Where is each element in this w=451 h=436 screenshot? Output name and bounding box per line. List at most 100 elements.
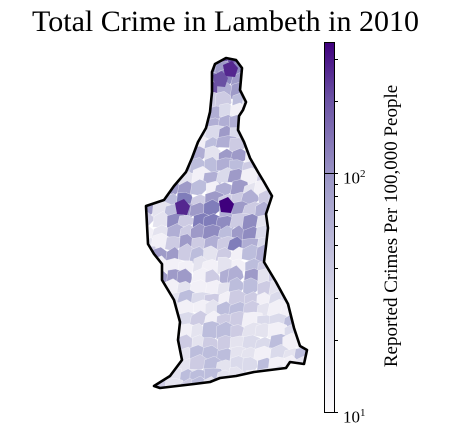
ward-cell: [284, 113, 301, 127]
ward-cell: [162, 158, 179, 173]
colorbar-tick: [324, 173, 338, 175]
ward-cell: [215, 379, 234, 388]
ward-cell: [294, 190, 307, 212]
ward-cell: [267, 387, 287, 388]
ward-cell: [241, 71, 260, 90]
ward-cell: [149, 321, 170, 338]
ward-cell: [192, 83, 211, 100]
ward-cell: [163, 69, 181, 86]
ward-cell: [280, 134, 303, 156]
ward-cell: [153, 311, 175, 329]
ward-cell: [294, 266, 307, 285]
ward-cell: [269, 157, 286, 179]
ward-cell: [146, 80, 159, 96]
borough-boundary: [144, 56, 309, 390]
ward-cell: [253, 126, 273, 146]
ward-cell: [146, 90, 159, 111]
ward-cell: [280, 92, 304, 111]
ward-cell: [281, 245, 305, 266]
ward-cell: [166, 100, 187, 119]
ward-cell: [305, 125, 307, 142]
ward-cell: [270, 125, 286, 145]
ward-cell: [270, 58, 287, 74]
ward-cell: [230, 390, 248, 395]
ward-cell: [294, 278, 307, 297]
ward-cell: [295, 70, 307, 89]
ward-cell-hotspot: [223, 61, 238, 77]
ward-cell: [297, 115, 307, 131]
ward-cell: [257, 58, 275, 71]
ward-cell: [146, 269, 162, 285]
ward-cell: [146, 146, 161, 165]
colorbar-minor-tick: [334, 244, 338, 246]
ward-cell: [294, 312, 307, 329]
ward-cell: [163, 58, 187, 64]
ward-cell: [294, 258, 307, 281]
ward-cell-hotspot: [213, 71, 228, 87]
ward-cell: [191, 59, 210, 75]
ward-cell: [295, 289, 307, 311]
colorbar-minor-tick: [334, 268, 338, 270]
ward-cell: [243, 392, 261, 395]
ward-cell: [146, 58, 156, 64]
ward-cell: [191, 68, 212, 85]
ward-cell: [175, 134, 193, 150]
ward-cell: [254, 102, 276, 123]
ward-cell: [150, 298, 167, 314]
ward-cell: [294, 237, 307, 255]
ward-cell: [146, 67, 158, 89]
ward-cell: [304, 300, 307, 321]
ward-cell: [308, 73, 315, 87]
ward-cell: [282, 235, 300, 253]
ward-cell: [309, 289, 315, 304]
ward-cell: [268, 226, 286, 241]
ward-cell: [146, 113, 155, 130]
ward-cell: [268, 137, 290, 155]
ward-cell: [282, 157, 300, 171]
ward-cell: [308, 225, 315, 245]
ward-cell: [281, 125, 302, 144]
ward-cell: [150, 179, 166, 202]
ward-cell: [306, 134, 307, 151]
ward-cell: [305, 258, 307, 272]
ward-cell: [280, 180, 304, 195]
ward-cell: [152, 80, 174, 101]
ward-cell: [296, 102, 307, 116]
ward-cell: [241, 58, 261, 68]
ward-cell: [310, 380, 315, 393]
ward-cell-hotspot: [219, 197, 234, 213]
ward-cell: [305, 246, 307, 264]
ward-cell: [146, 366, 159, 386]
ward-cell: [191, 93, 209, 109]
ward-cell: [179, 389, 200, 395]
ward-cell: [150, 127, 170, 140]
ward-cell: [309, 84, 315, 101]
colorbar-tick-label: 102: [343, 168, 366, 188]
ward-cell: [190, 58, 212, 67]
ward-cell: [267, 214, 284, 231]
ward-cell: [252, 91, 272, 109]
ward-cells: [146, 58, 315, 395]
ward-cell: [270, 113, 286, 134]
ward-cell: [281, 267, 302, 284]
ward-cell: [179, 58, 197, 77]
ward-cell: [280, 212, 301, 229]
ward-cell: [146, 177, 158, 200]
ward-cell: [267, 235, 287, 254]
colorbar-tick: [324, 412, 338, 413]
ward-cell: [254, 148, 279, 163]
ward-cell: [149, 135, 172, 151]
ward-cell: [269, 80, 290, 94]
colorbar-minor-tick: [334, 101, 338, 103]
ward-cell: [265, 93, 289, 110]
ward-cell: [294, 147, 307, 168]
ward-cell: [281, 190, 303, 211]
ward-cell: [146, 332, 159, 353]
ward-cell: [293, 181, 307, 200]
lambeth-choropleth-map: [144, 56, 315, 395]
ward-cell: [166, 135, 185, 153]
ward-cell: [281, 254, 296, 274]
ward-cell: [256, 112, 277, 128]
ward-cell: [267, 149, 285, 167]
ward-cell: [163, 122, 185, 138]
